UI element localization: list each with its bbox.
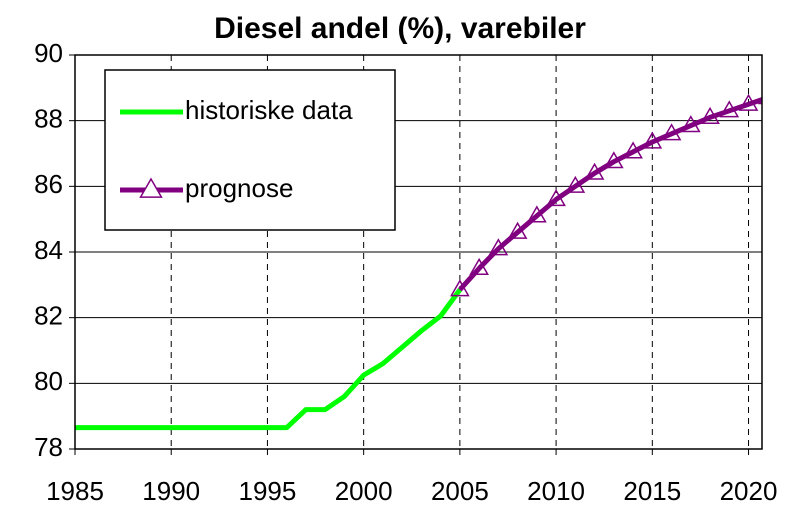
marker: [719, 100, 740, 118]
legend-label: prognose: [185, 173, 293, 203]
marker: [738, 93, 759, 111]
x-tick-label: 1995: [239, 476, 297, 506]
marker: [700, 106, 720, 124]
y-tick-label: 90: [34, 38, 63, 68]
marker: [565, 175, 586, 193]
series-line: [458, 97, 762, 292]
marker: [584, 162, 605, 180]
x-tick-label: 2005: [431, 476, 489, 506]
series-line: [75, 288, 462, 431]
marker: [642, 131, 663, 149]
chart-title: Diesel andel (%), varebiler: [214, 12, 586, 45]
marker: [527, 205, 547, 223]
legend: historiske data prognose: [104, 69, 396, 231]
marker: [623, 141, 643, 159]
marker: [661, 123, 682, 141]
plot-frame: [74, 54, 763, 450]
y-tick-label: 82: [34, 301, 63, 331]
x-tick-label: 1990: [142, 476, 200, 506]
y-tick-label: 78: [34, 432, 63, 462]
x-tick-label: 2015: [623, 476, 681, 506]
marker: [469, 257, 489, 276]
y-tick-label: 80: [34, 366, 63, 396]
legend-label: historiske data: [185, 95, 353, 125]
y-tick-label: 84: [34, 235, 63, 265]
marker: [680, 115, 701, 133]
marker: [603, 151, 624, 169]
x-tick-label: 2000: [335, 476, 393, 506]
marker: [507, 221, 528, 239]
marker: [546, 188, 566, 207]
legend-marker: [139, 177, 163, 198]
legend-box: [104, 69, 396, 231]
y-tick-label: 86: [34, 169, 63, 199]
marker: [488, 238, 509, 256]
x-tick-label: 1985: [46, 476, 104, 506]
x-tick-label: 2010: [527, 476, 585, 506]
marker: [450, 279, 470, 297]
y-tick-label: 88: [34, 104, 63, 134]
x-tick-label: 2020: [720, 476, 778, 506]
